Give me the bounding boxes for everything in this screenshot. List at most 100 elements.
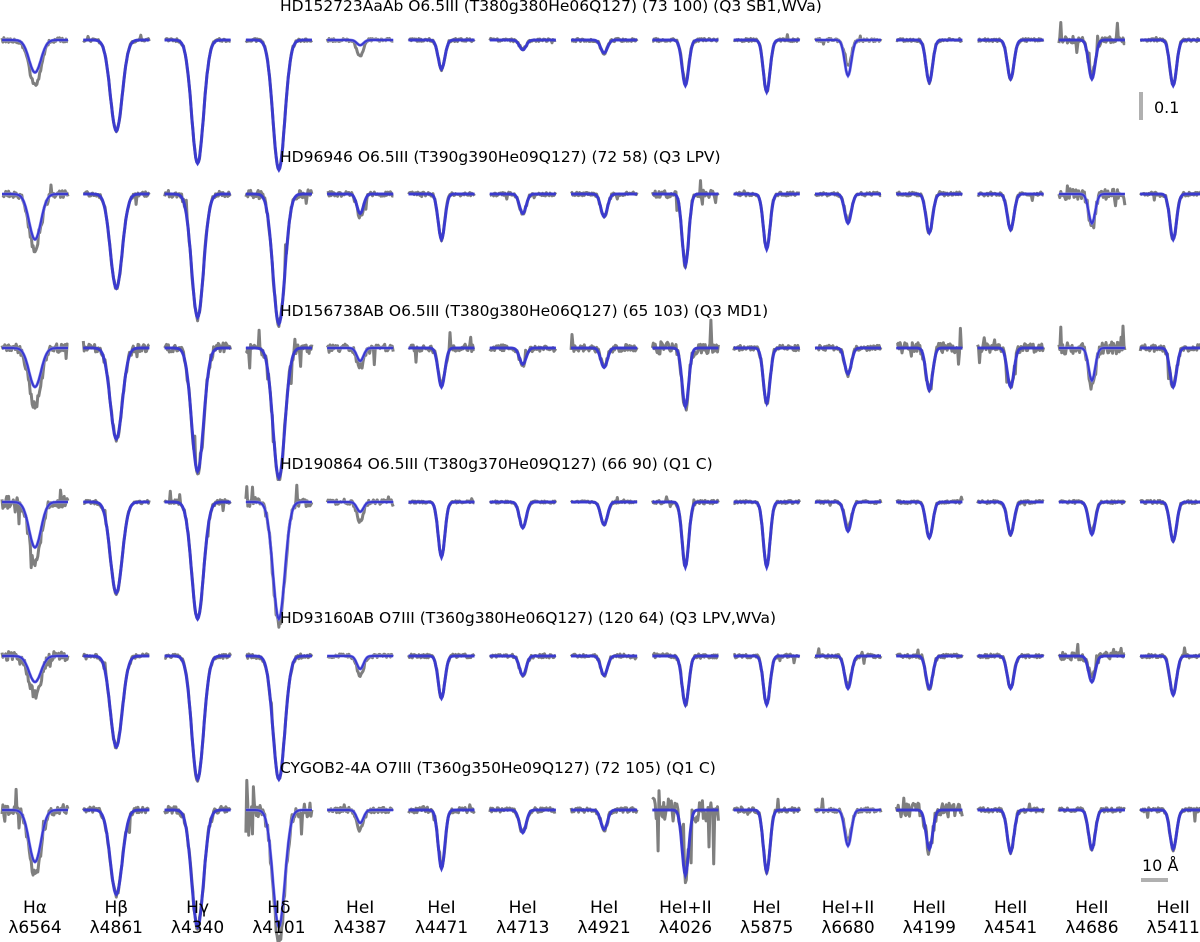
model-fit-core-line [2,501,68,549]
model-fit-line [327,654,394,671]
line-species-label: HeI [427,898,456,918]
model-fit-core-line [327,809,394,825]
observed-spectrum-line [81,340,151,443]
line-label: HeII λ5411 [1138,898,1200,938]
star-row-title: HD93160AB O7III (T360g380He06Q127) (120 … [280,609,777,627]
line-wavelength-label: λ4340 [170,918,225,938]
line-label: Hα λ6564 [0,898,70,938]
model-fit-core-line [83,809,150,897]
line-label: HeI λ4471 [407,898,477,938]
model-fit-core-line [164,39,231,166]
model-fit-line [2,808,68,864]
model-fit-line [1058,808,1125,853]
observed-spectrum-line [570,190,639,219]
model-fit-core-line [977,347,1044,390]
model-fit-line [977,500,1044,538]
model-fit-core-line [652,809,719,879]
observed-spectrum-line [82,190,151,290]
line-wavelength-label: λ4921 [577,918,631,938]
model-fit-core-line [815,655,881,691]
model-fit-core-line [977,193,1044,232]
observed-spectrum-line [895,37,963,86]
observed-spectrum-line [976,190,1045,232]
model-fit-line [652,500,719,572]
observed-spectrum-line [407,652,476,699]
model-fit-core-line [977,501,1044,537]
line-species-label: Hδ [267,898,291,918]
model-fit-line [896,192,963,237]
observed-spectrum-line [895,190,963,235]
model-fit-core-line [733,501,800,571]
model-fit-line [2,500,68,550]
observed-spectrum-line [407,497,476,558]
model-fit-line [489,654,556,678]
model-fit-core-line [652,501,719,571]
model-fit-line [733,346,800,408]
model-fit-line [896,654,963,692]
model-fit-line [83,192,150,291]
model-fit-core-line [164,193,231,320]
model-fit-core-line [408,501,475,561]
model-fit-core-line [245,39,312,173]
model-fit-line [977,808,1044,856]
model-fit-core-line [977,809,1044,855]
line-wavelength-label: λ5875 [740,918,794,938]
line-wavelength-label: λ4471 [414,918,469,938]
observed-spectrum-line [1057,21,1126,79]
model-fit-core-line [327,193,394,215]
model-fit-line [83,38,150,134]
observed-spectrum-line [0,650,70,700]
star-row [0,21,1200,174]
observed-spectrum-line [1057,642,1126,679]
model-fit-line [2,346,68,389]
model-fit-core-line [571,39,638,55]
model-fit-line [489,500,556,531]
observed-spectrum-line [81,805,150,899]
model-fit-line [733,192,800,254]
model-fit-core-line [977,655,1044,691]
model-fit-core-line [327,347,394,363]
model-fit-line [977,346,1044,391]
model-fit-core-line [896,501,963,540]
line-wavelength-label: λ4713 [496,918,550,938]
model-fit-line [652,192,719,271]
model-fit-core-line [1140,655,1200,698]
line-species-label: HeI+II [659,898,712,918]
model-fit-core-line [83,501,150,595]
model-fit-core-line [815,809,881,848]
observed-spectrum-line [895,326,963,393]
observed-spectrum-line [732,343,801,405]
line-label: HeII λ4541 [976,898,1046,938]
line-species-label: HeI [508,898,537,918]
model-fit-line [571,500,638,528]
model-fit-core-line [1140,501,1200,544]
model-fit-core-line [1140,347,1200,390]
line-species-label: Hβ [104,898,129,918]
model-fit-core-line [1058,809,1125,852]
line-species-label: HeII [912,898,946,918]
model-fit-line [2,38,68,75]
model-fit-line [83,808,150,897]
star-row [0,778,1200,942]
line-wavelength-label: λ4387 [333,918,387,938]
model-fit-core-line [815,193,881,225]
flux-scale-label: 0.1 [1154,98,1180,117]
model-fit-core-line [164,501,231,621]
line-wavelength-label: λ6564 [8,918,62,938]
model-fit-line [408,500,475,562]
model-fit-core-line [896,809,963,852]
model-fit-line [83,654,150,750]
model-fit-core-line [327,501,394,513]
line-label: HeI λ4713 [488,898,558,938]
model-fit-core-line [733,347,800,407]
model-fit-line [164,38,231,167]
observed-spectrum-line [651,495,720,568]
model-fit-line [733,38,800,96]
line-species-label: HeI+II [821,898,875,918]
line-species-label: HeII [1075,898,1109,918]
line-label: HeI+II λ4026 [650,898,720,938]
model-fit-core-line [83,39,150,133]
line-label: Hγ λ4340 [163,898,233,938]
star-row [0,642,1200,783]
